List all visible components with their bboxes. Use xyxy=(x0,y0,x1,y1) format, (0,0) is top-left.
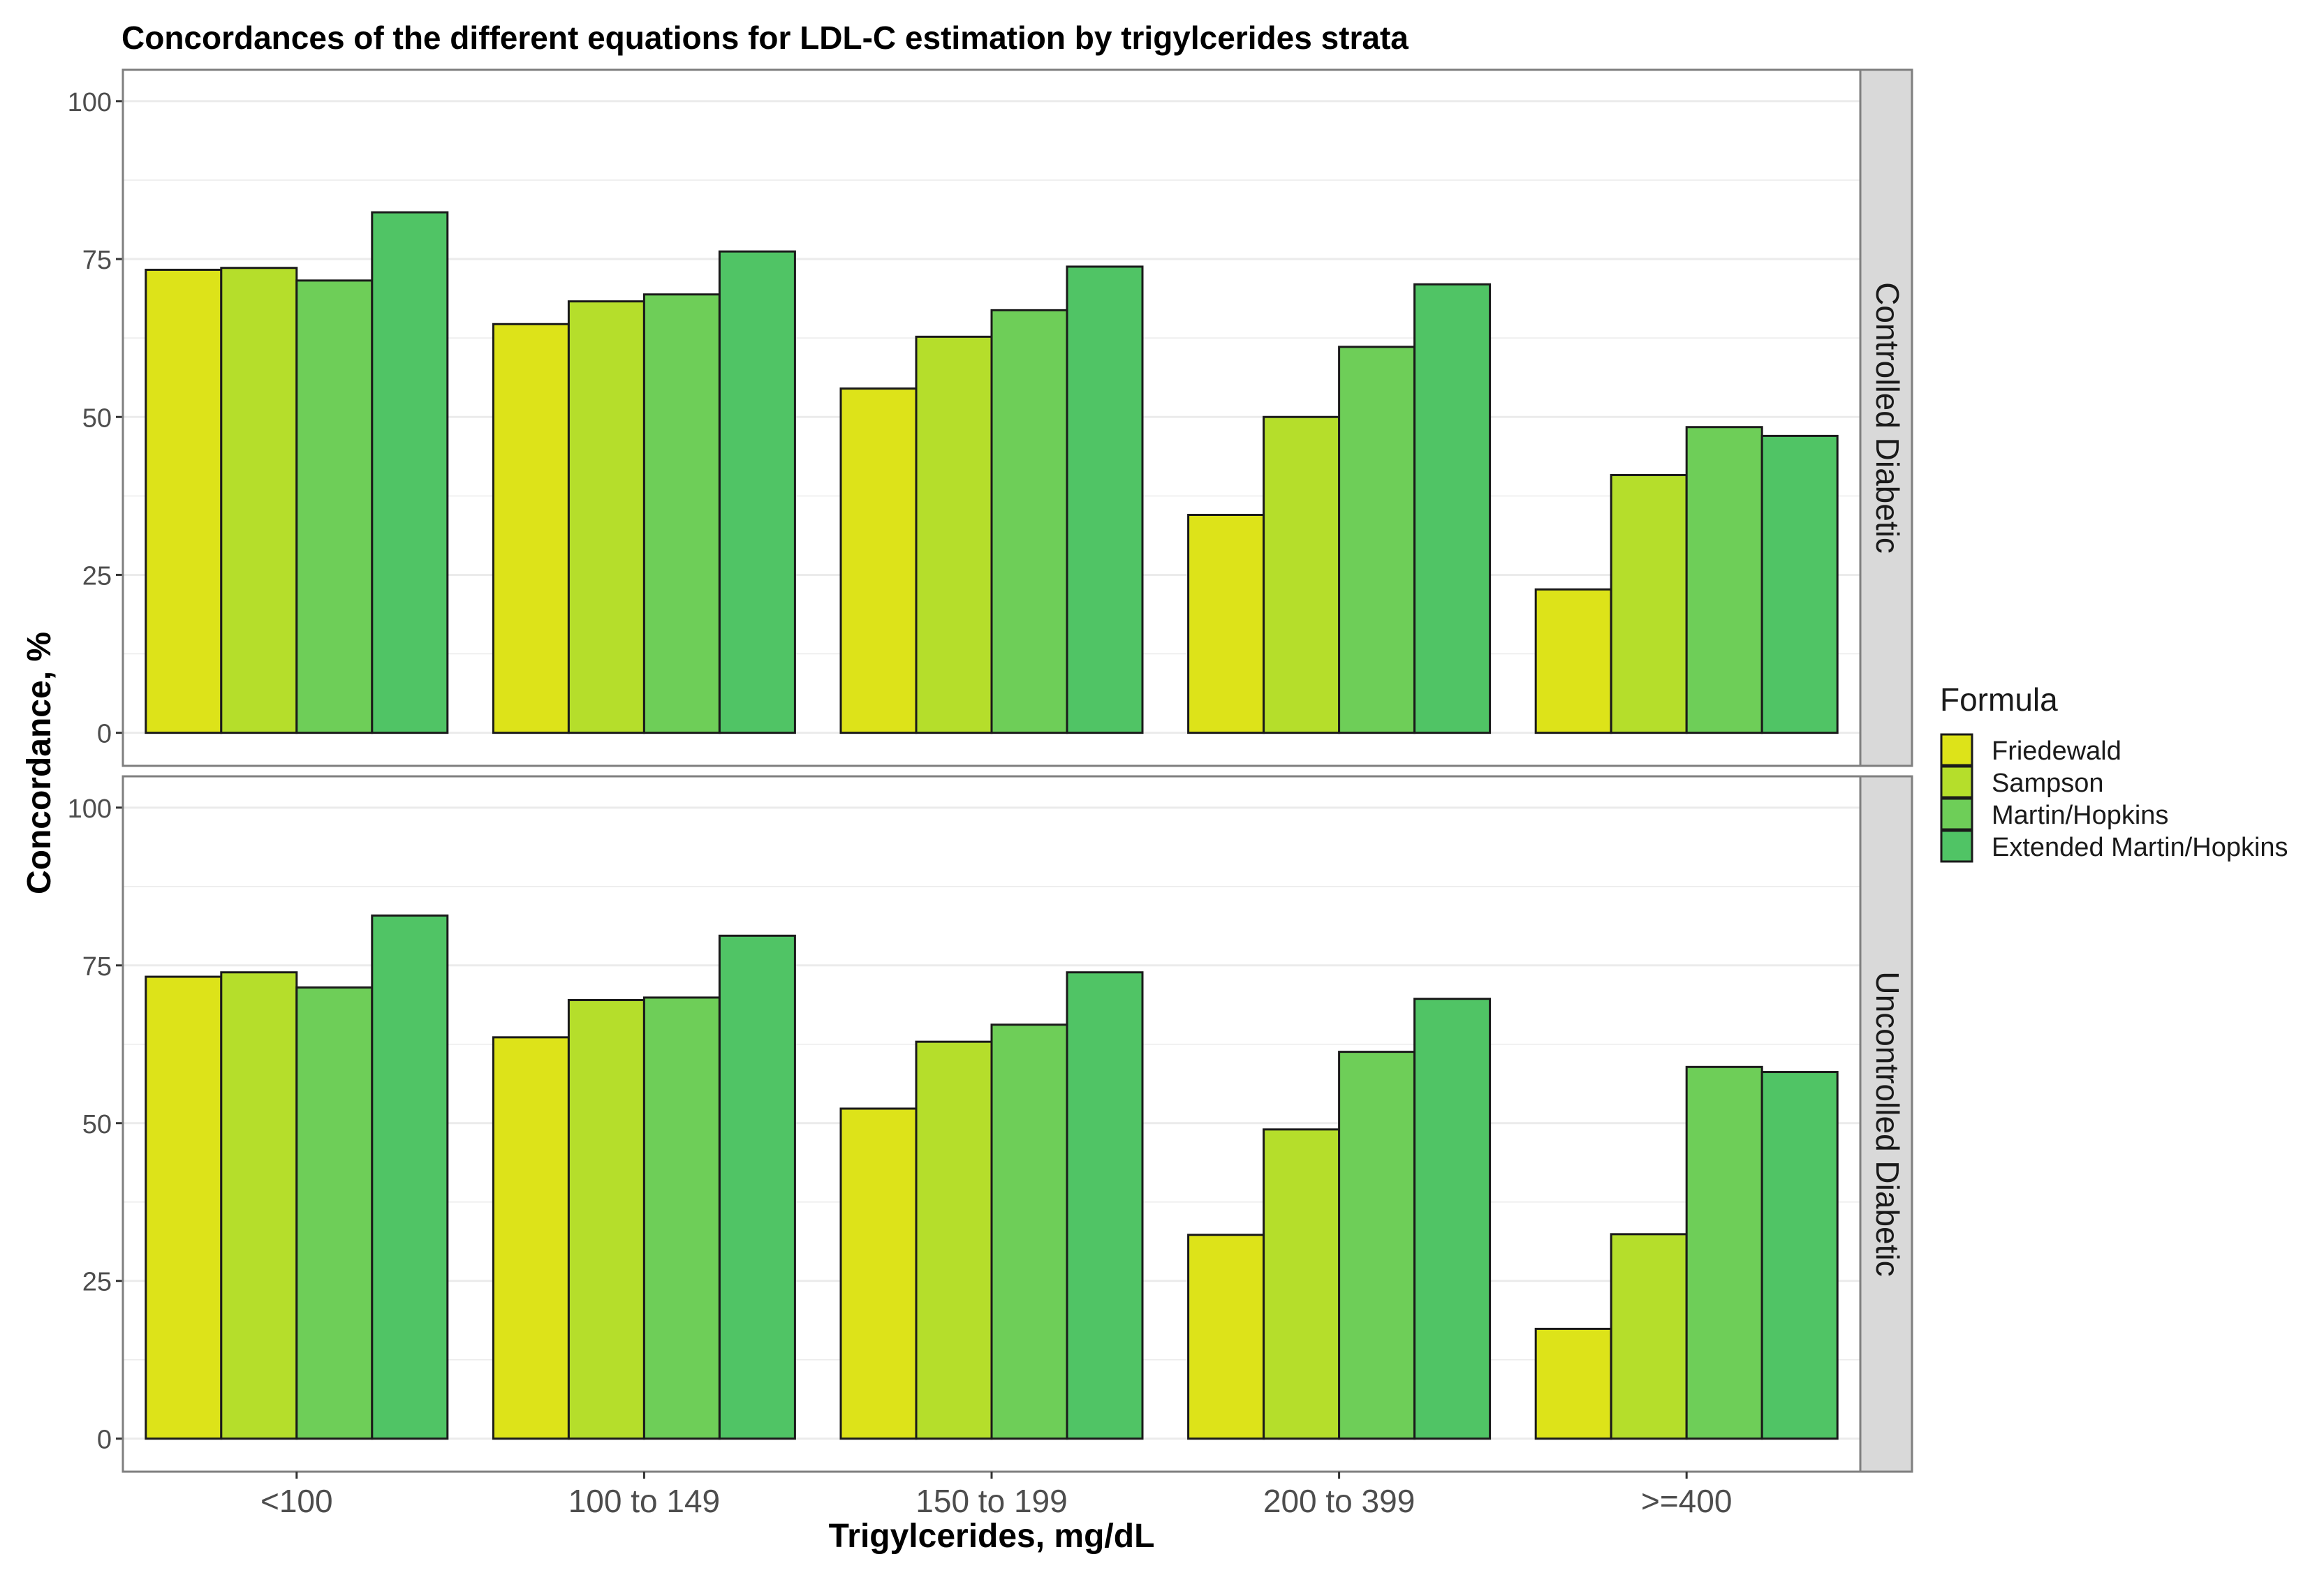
legend-label: Friedewald xyxy=(1992,737,2121,766)
legend-swatch xyxy=(1940,733,1973,767)
bar-extended-martin-hopkins-100-to-149 xyxy=(718,250,796,734)
legend-title: Formula xyxy=(1940,681,2058,718)
bar-martin-hopkins-100 xyxy=(295,279,374,734)
chart-title: Concordances of the different equations … xyxy=(122,20,1409,56)
bar-friedewald-100 xyxy=(145,975,223,1440)
bar-sampson-100 xyxy=(220,971,298,1440)
legend-item-extended-martin-hopkins: Extended Martin/Hopkins xyxy=(1940,829,2288,863)
bar-martin-hopkins-150-to-199 xyxy=(990,1023,1068,1440)
y-tick-label: 75 xyxy=(82,952,112,982)
y-tick-label: 0 xyxy=(97,720,112,749)
legend-swatch xyxy=(1940,797,1973,831)
bar-martin-hopkins-200-to-399 xyxy=(1338,1051,1416,1440)
bar-sampson-200-to-399 xyxy=(1263,1128,1341,1440)
x-tick-label: >=400 xyxy=(1641,1483,1732,1519)
bar-sampson-100-to-149 xyxy=(567,999,645,1440)
bar-friedewald-400 xyxy=(1534,1327,1612,1440)
facet-strip xyxy=(1859,775,1913,1473)
legend-label: Sampson xyxy=(1992,769,2104,798)
y-tick-label: 0 xyxy=(97,1426,112,1455)
bar-martin-hopkins-100-to-149 xyxy=(642,293,721,734)
bar-sampson-400 xyxy=(1610,473,1688,734)
bar-extended-martin-hopkins-150-to-199 xyxy=(1066,265,1144,734)
legend-items: Friedewald Sampson Martin/Hopkins Extended … xyxy=(1940,733,2288,863)
y-tick-label: 50 xyxy=(82,404,112,433)
x-tick-label: 100 to 149 xyxy=(568,1483,720,1519)
bar-extended-martin-hopkins-200-to-399 xyxy=(1413,998,1492,1440)
y-tick-label: 50 xyxy=(82,1110,112,1139)
legend-label: Extended Martin/Hopkins xyxy=(1992,833,2288,862)
bar-sampson-150-to-199 xyxy=(915,1040,993,1440)
x-tick-label: 200 to 399 xyxy=(1263,1483,1415,1519)
y-tick-label: 100 xyxy=(68,88,112,117)
y-tick-label: 75 xyxy=(82,246,112,275)
bar-friedewald-150-to-199 xyxy=(839,387,918,734)
bar-martin-hopkins-400 xyxy=(1685,1065,1763,1440)
bar-martin-hopkins-150-to-199 xyxy=(990,309,1068,734)
legend-item-friedewald: Friedewald xyxy=(1940,733,2121,767)
bar-friedewald-200-to-399 xyxy=(1187,513,1265,734)
bar-friedewald-200-to-399 xyxy=(1187,1234,1265,1440)
x-tick-label: <100 xyxy=(260,1483,333,1519)
legend-item-martin-hopkins: Martin/Hopkins xyxy=(1940,797,2168,831)
panel-uncontrolled-diabetic: 0 25 50 75 100 Uncontrolled Diabetic xyxy=(68,775,1913,1473)
bar-sampson-200-to-399 xyxy=(1263,415,1341,734)
panels-layer: 0 25 50 75 100 Controlled Diabetic 0 25 50 75 100 U… xyxy=(68,68,1913,1473)
bar-extended-martin-hopkins-150-to-199 xyxy=(1066,971,1144,1440)
x-axis-title: Trigylcerides, mg/dL xyxy=(829,1518,1155,1555)
legend-swatch xyxy=(1940,829,1973,863)
bar-extended-martin-hopkins-400 xyxy=(1760,434,1839,734)
bar-friedewald-100-to-149 xyxy=(492,1036,570,1440)
bar-martin-hopkins-200-to-399 xyxy=(1338,346,1416,734)
facet-strip-label: Uncontrolled Diabetic xyxy=(1869,971,1906,1276)
bar-extended-martin-hopkins-100 xyxy=(371,914,449,1440)
bar-friedewald-100-to-149 xyxy=(492,323,570,734)
bar-sampson-100-to-149 xyxy=(567,300,645,734)
bar-martin-hopkins-100-to-149 xyxy=(642,996,721,1440)
facet-strip xyxy=(1859,68,1913,767)
legend-swatch xyxy=(1940,765,1973,799)
y-tick-label: 100 xyxy=(68,794,112,824)
bar-extended-martin-hopkins-400 xyxy=(1760,1071,1839,1440)
bar-friedewald-150-to-199 xyxy=(839,1107,918,1440)
facet-strip-label: Controlled Diabetic xyxy=(1869,282,1906,554)
bar-extended-martin-hopkins-100-to-149 xyxy=(718,934,796,1440)
bar-martin-hopkins-400 xyxy=(1685,426,1763,734)
x-tick-label: 150 to 199 xyxy=(915,1483,1067,1519)
bar-sampson-400 xyxy=(1610,1233,1688,1440)
legend-item-sampson: Sampson xyxy=(1940,765,2104,799)
y-tick-label: 25 xyxy=(82,561,112,591)
bar-martin-hopkins-100 xyxy=(295,986,374,1440)
legend-label: Martin/Hopkins xyxy=(1992,801,2168,830)
bar-extended-martin-hopkins-200-to-399 xyxy=(1413,283,1492,734)
bar-sampson-150-to-199 xyxy=(915,335,993,734)
bar-sampson-100 xyxy=(220,267,298,734)
y-tick-label: 25 xyxy=(82,1268,112,1297)
legend: Formula Friedewald Sampson Martin/Hopkins E… xyxy=(1940,681,2288,863)
panel-controlled-diabetic: 0 25 50 75 100 Controlled Diabetic xyxy=(68,68,1913,767)
x-axis-ticks: <100 100 to 149 150 to 199 200 to 399 >=400 xyxy=(260,1472,1732,1519)
bar-extended-martin-hopkins-100 xyxy=(371,211,449,734)
bar-friedewald-400 xyxy=(1534,588,1612,734)
bar-friedewald-100 xyxy=(145,268,223,734)
y-axis-title: Concordance, % xyxy=(21,632,58,894)
